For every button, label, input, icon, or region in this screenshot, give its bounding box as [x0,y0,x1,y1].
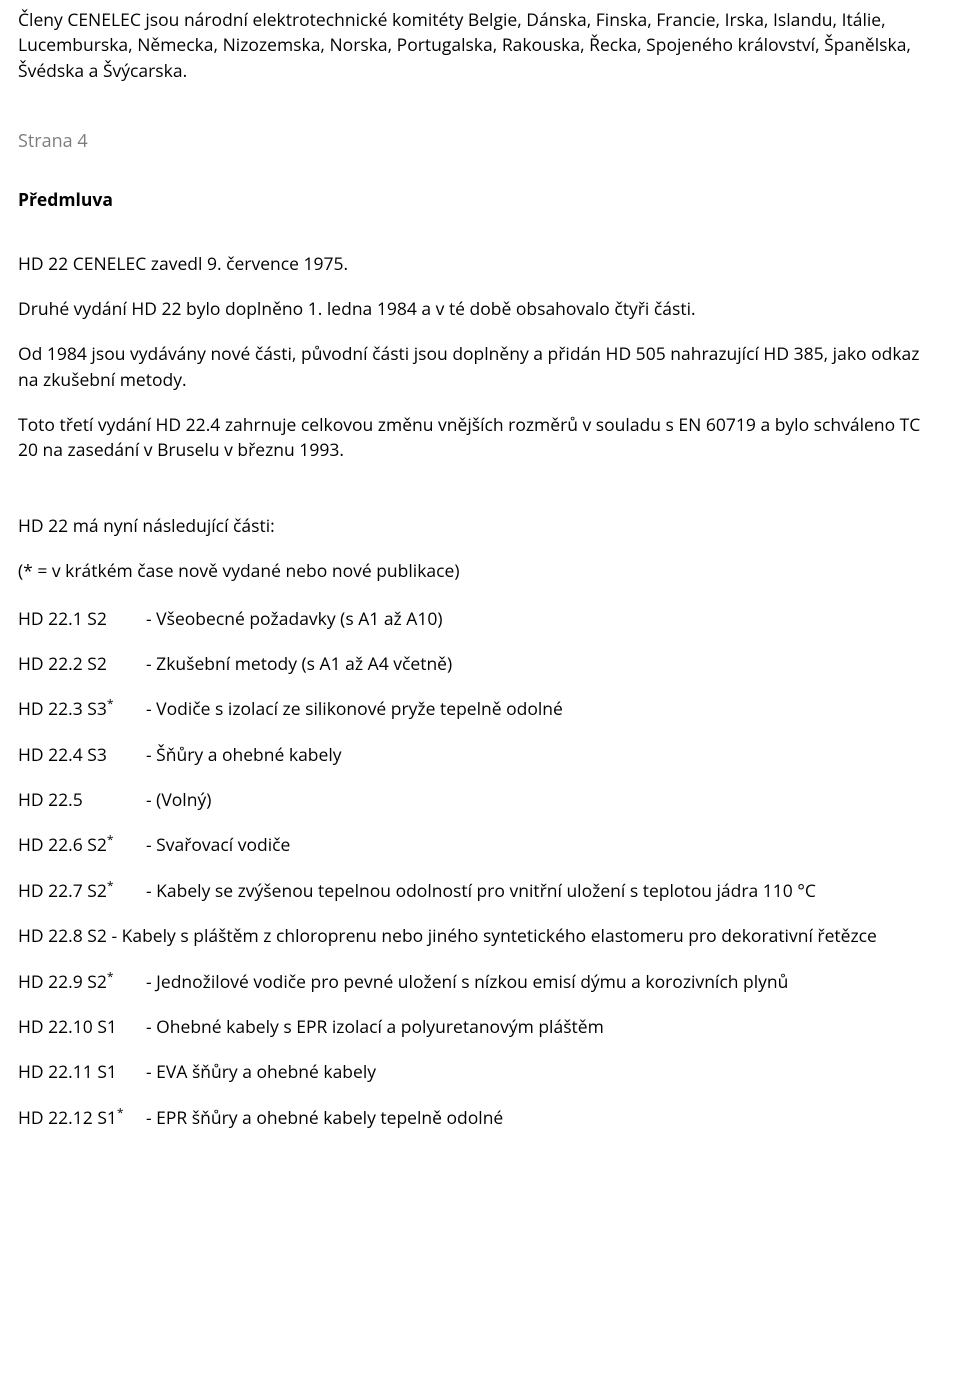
paragraph-4: Toto třetí vydání HD 22.4 zahrnuje celko… [18,413,942,464]
part-description: - Kabely se zvýšenou tepelnou odolností … [146,879,942,904]
part-code: HD 22.10 S1 [18,1015,146,1040]
part-description: - Vodiče s izolací ze silikonové pryže t… [146,697,942,722]
paragraph-3: Od 1984 jsou vydávány nové části, původn… [18,342,942,393]
part-row: HD 22.2 S2- Zkušební metody (s A1 až A4 … [18,652,942,677]
parts-note: (* = v krátkém čase nově vydané nebo nov… [18,559,942,584]
part-row: HD 22.6 S2*- Svařovací vodiče [18,833,942,858]
part-row: HD 22.1 S2- Všeobecné požadavky (s A1 až… [18,607,942,632]
part-code: HD 22.8 S2 [18,924,107,948]
parts-list: HD 22.1 S2- Všeobecné požadavky (s A1 až… [18,607,942,1132]
part-row: HD 22.3 S3*- Vodiče s izolací ze silikon… [18,697,942,722]
part-code: HD 22.6 S2* [18,833,146,858]
part-row: HD 22.12 S1*- EPR šňůry a ohebné kabely … [18,1106,942,1131]
part-description: - EPR šňůry a ohebné kabely tepelně odol… [146,1106,942,1131]
star-marker: * [117,1104,124,1121]
part-code: HD 22.2 S2 [18,652,146,677]
part-row: HD 22.7 S2*- Kabely se zvýšenou tepelnou… [18,879,942,904]
part-description: - Zkušební metody (s A1 až A4 včetně) [146,652,942,677]
part-code: HD 22.12 S1* [18,1106,146,1131]
part-code: HD 22.4 S3 [18,743,146,768]
star-marker: * [107,968,114,985]
part-code: HD 22.5 [18,788,146,813]
part-row: HD 22.9 S2*- Jednožilové vodiče pro pevn… [18,970,942,995]
star-marker: * [107,832,114,849]
star-marker: * [107,877,114,894]
parts-intro: HD 22 má nyní následující části: [18,514,942,539]
part-description: - EVA šňůry a ohebné kabely [146,1060,942,1085]
part-row: HD 22.10 S1- Ohebné kabely s EPR izolací… [18,1015,942,1040]
paragraph-1: HD 22 CENELEC zavedl 9. července 1975. [18,252,942,277]
part-description: - Svařovací vodiče [146,833,942,858]
part-code: HD 22.11 S1 [18,1060,146,1085]
part-code: HD 22.3 S3* [18,697,146,722]
part-row: HD 22.4 S3- Šňůry a ohebné kabely [18,743,942,768]
part-description: - Šňůry a ohebné kabely [146,743,942,768]
part-description: - Všeobecné požadavky (s A1 až A10) [146,607,942,632]
part-row: HD 22.8 S2 - Kabely s pláštěm z chloropr… [18,924,942,949]
part-code: HD 22.9 S2* [18,970,146,995]
part-code: HD 22.7 S2* [18,879,146,904]
section-heading: Předmluva [18,188,942,213]
part-code: HD 22.1 S2 [18,607,146,632]
part-description: - Kabely s pláštěm z chloroprenu nebo ji… [111,924,876,948]
page-number-label: Strana 4 [18,128,942,154]
part-description: - (Volný) [146,788,942,813]
document-page: Členy CENELEC jsou národní elektrotechni… [0,0,960,1181]
part-row: HD 22.11 S1- EVA šňůry a ohebné kabely [18,1060,942,1085]
star-marker: * [107,696,114,713]
part-description: - Ohebné kabely s EPR izolací a polyuret… [146,1015,942,1040]
part-description: - Jednožilové vodiče pro pevné uložení s… [146,970,942,995]
part-row: HD 22.5- (Volný) [18,788,942,813]
intro-paragraph: Členy CENELEC jsou národní elektrotechni… [18,8,942,84]
paragraph-2: Druhé vydání HD 22 bylo doplněno 1. ledn… [18,297,942,322]
